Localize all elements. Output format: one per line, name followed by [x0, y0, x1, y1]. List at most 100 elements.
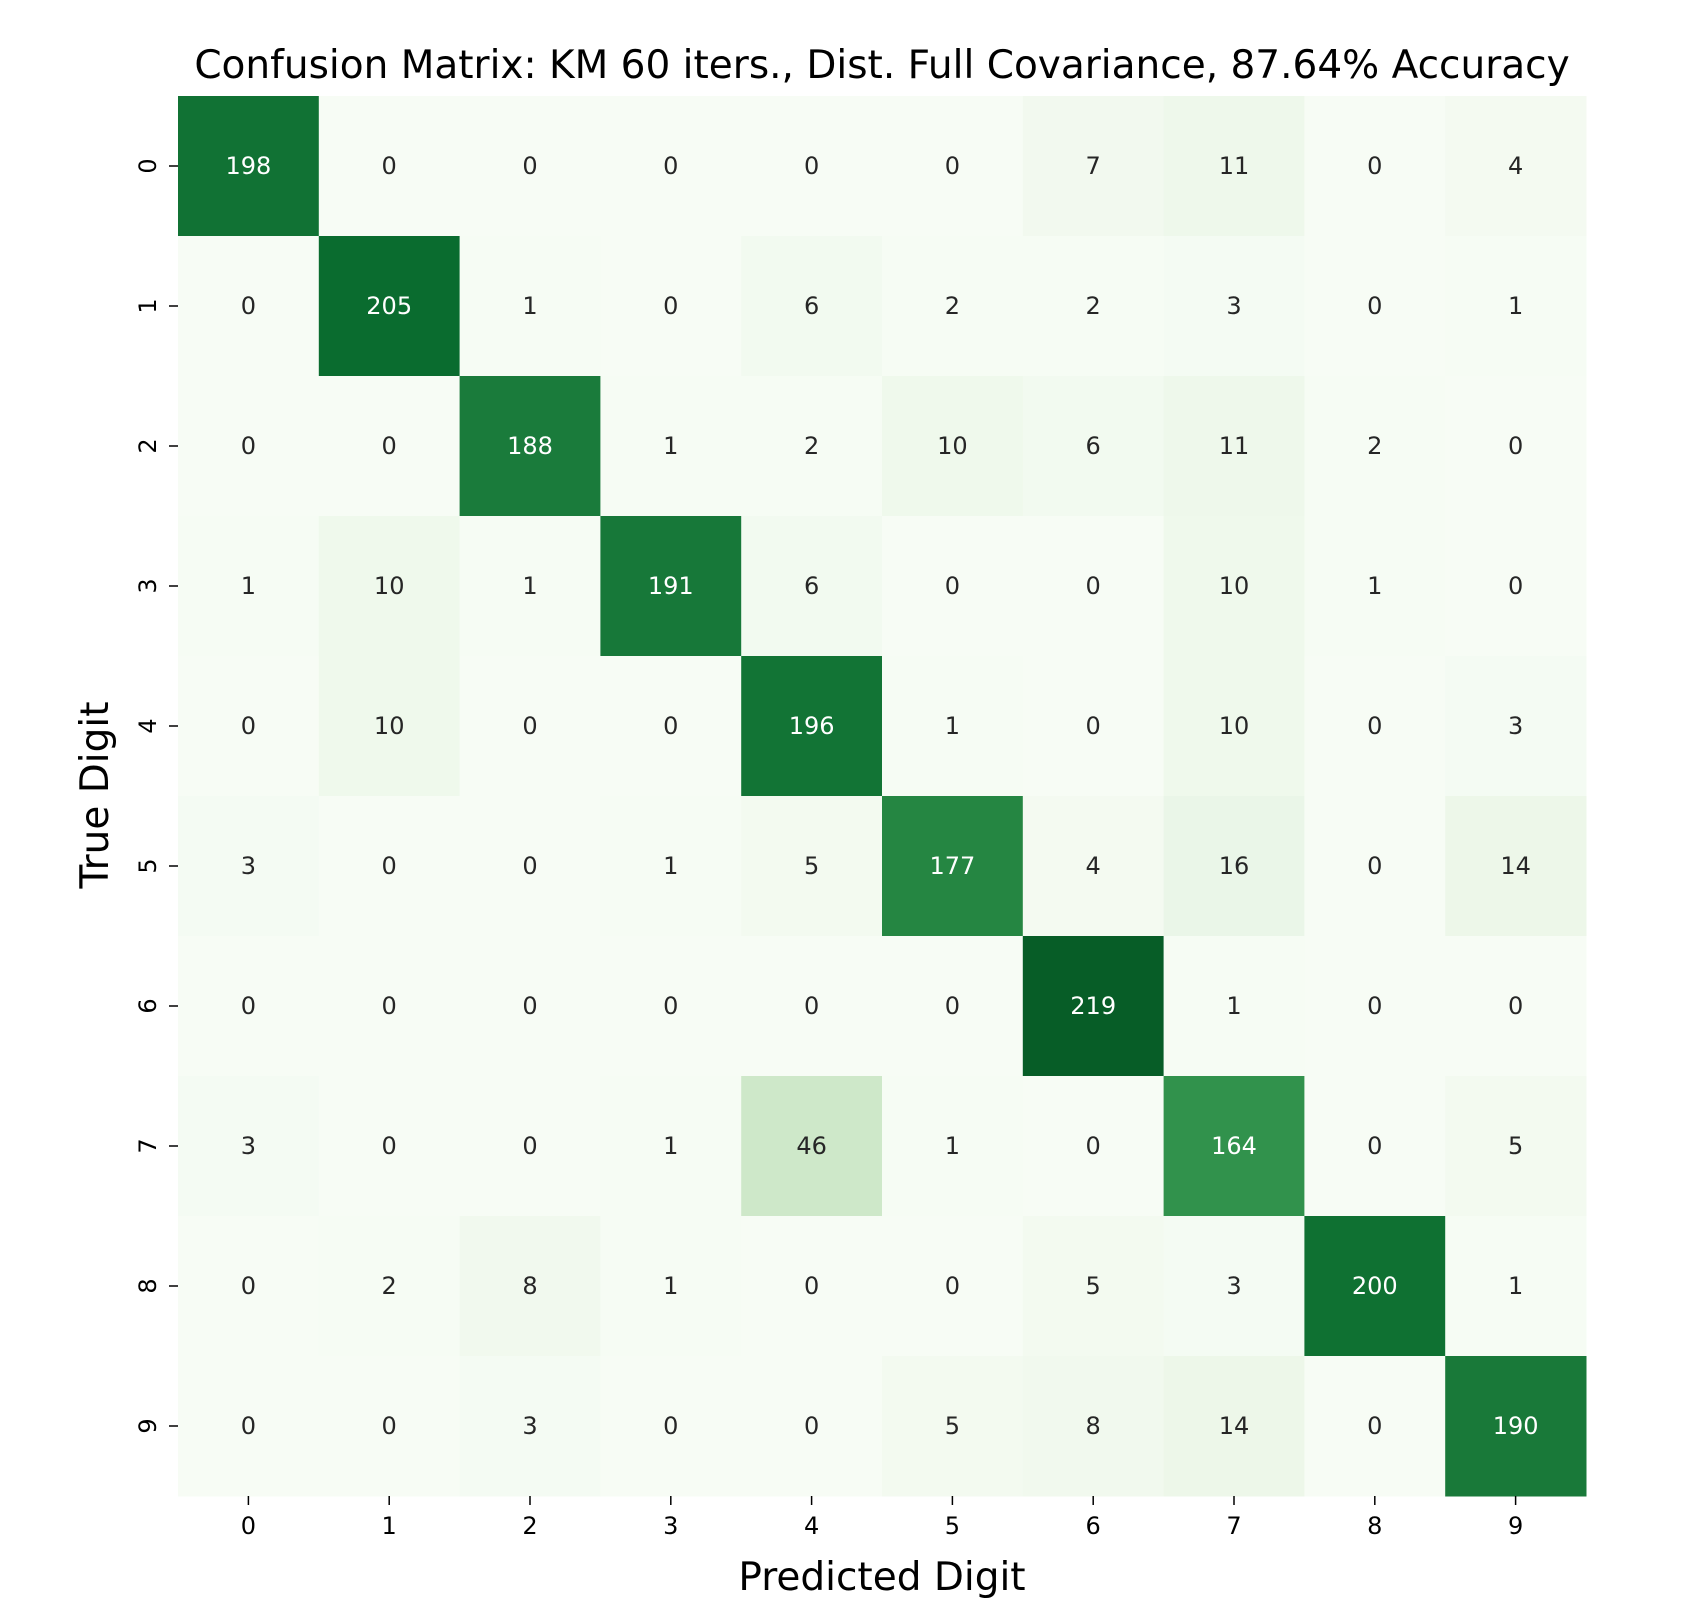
heatmap-cell-r0-c6 — [1022, 96, 1165, 237]
heatmap-cell-r0-c1 — [318, 96, 461, 237]
cell-value-r6-c1: 0 — [382, 992, 397, 1020]
heatmap-cell-r5-c7 — [1163, 796, 1305, 937]
cell-value-r3-c8: 1 — [1367, 572, 1382, 600]
heatmap-cell-r0-c8 — [1304, 96, 1446, 237]
heatmap-cell-r3-c3 — [600, 516, 742, 657]
cell-value-r9-c0: 0 — [241, 1412, 256, 1440]
cell-value-r0-c2: 0 — [522, 152, 537, 180]
cell-value-r1-c7: 3 — [1226, 292, 1241, 320]
cell-value-r1-c4: 6 — [804, 292, 819, 320]
y-tick-label-1: 1 — [134, 298, 162, 313]
cell-value-r0-c8: 0 — [1367, 152, 1382, 180]
heatmap-cell-r1-c5 — [882, 236, 1024, 377]
cell-value-r6-c7: 1 — [1226, 992, 1241, 1020]
heatmap-cell-r8-c3 — [600, 1216, 742, 1357]
heatmap-cell-r6-c9 — [1445, 936, 1587, 1077]
cell-value-r4-c4: 196 — [789, 712, 835, 740]
cell-value-r3-c5: 0 — [945, 572, 960, 600]
heatmap-cell-r7-c4 — [741, 1076, 883, 1217]
heatmap-cell-r8-c1 — [318, 1216, 461, 1357]
heatmap-cell-r6-c4 — [741, 936, 883, 1077]
x-tick-label-2: 2 — [522, 1512, 537, 1540]
heatmap-cell-r3-c7 — [1163, 516, 1305, 657]
heatmap-cell-r8-c0 — [178, 1216, 320, 1357]
y-tick-label-9: 9 — [134, 1418, 162, 1433]
cell-value-r7-c9: 5 — [1508, 1132, 1523, 1160]
cell-value-r2-c3: 1 — [663, 432, 678, 460]
cell-value-r3-c4: 6 — [804, 572, 819, 600]
heatmap-cell-r7-c7 — [1163, 1076, 1305, 1217]
heatmap-cell-r5-c6 — [1022, 796, 1165, 937]
cell-value-r9-c8: 0 — [1367, 1412, 1382, 1440]
cell-value-r2-c0: 0 — [241, 432, 256, 460]
heatmap-cell-r0-c7 — [1163, 96, 1305, 237]
cell-value-r5-c9: 14 — [1500, 852, 1531, 880]
cell-value-r2-c6: 6 — [1086, 432, 1101, 460]
cell-value-r5-c4: 5 — [804, 852, 819, 880]
cell-value-r1-c3: 0 — [663, 292, 678, 320]
y-axis-ticks: 0 1 2 3 4 5 6 7 8 9 — [134, 158, 178, 1434]
cell-value-r3-c7: 10 — [1219, 572, 1250, 600]
cell-value-r7-c4: 46 — [796, 1132, 827, 1160]
cell-value-r6-c5: 0 — [945, 992, 960, 1020]
heatmap-cell-r7-c0 — [178, 1076, 320, 1217]
heatmap-cell-r4-c6 — [1022, 656, 1165, 797]
heatmap-cell-r0-c2 — [459, 96, 601, 237]
cell-value-r9-c9: 190 — [1493, 1412, 1539, 1440]
heatmap-cell-r8-c7 — [1163, 1216, 1305, 1357]
cell-value-r2-c7: 11 — [1219, 432, 1250, 460]
heatmap-cell-r7-c2 — [459, 1076, 601, 1217]
heatmap-cell-r5-c8 — [1304, 796, 1446, 937]
cell-value-r8-c4: 0 — [804, 1272, 819, 1300]
heatmap-cell-r9-c0 — [178, 1356, 320, 1497]
cell-value-r8-c8: 200 — [1352, 1272, 1398, 1300]
x-axis-label: Predicted Digit — [738, 1555, 1025, 1600]
heatmap-cell-r4-c1 — [318, 656, 461, 797]
cell-value-r2-c1: 0 — [382, 432, 397, 460]
heatmap-cell-r8-c5 — [882, 1216, 1024, 1357]
heatmap-cell-r2-c7 — [1163, 376, 1305, 517]
cell-value-r8-c9: 1 — [1508, 1272, 1523, 1300]
heatmap-cell-r0-c9 — [1445, 96, 1587, 237]
cell-value-r8-c1: 2 — [382, 1272, 397, 1300]
heatmap-cell-r1-c0 — [178, 236, 320, 377]
cell-value-r9-c2: 3 — [522, 1412, 537, 1440]
cell-value-r4-c3: 0 — [663, 712, 678, 740]
cell-value-r7-c5: 1 — [945, 1132, 960, 1160]
heatmap-cell-r9-c2 — [459, 1356, 601, 1497]
heatmap-cell-r6-c6 — [1022, 936, 1165, 1077]
heatmap-cell-r7-c1 — [318, 1076, 461, 1217]
heatmap-cell-r3-c0 — [178, 516, 320, 657]
cell-value-r2-c9: 0 — [1508, 432, 1523, 460]
heatmap-cell-r6-c0 — [178, 936, 320, 1077]
heatmap-cell-r1-c6 — [1022, 236, 1165, 377]
heatmap-cell-r9-c9 — [1445, 1356, 1587, 1497]
cell-value-r7-c3: 1 — [663, 1132, 678, 1160]
heatmap-cell-r2-c5 — [882, 376, 1024, 517]
cell-value-r4-c7: 10 — [1219, 712, 1250, 740]
heatmap-cell-r2-c0 — [178, 376, 320, 517]
cell-value-r3-c3: 191 — [648, 572, 694, 600]
cell-value-r8-c2: 8 — [522, 1272, 537, 1300]
cell-value-r2-c4: 2 — [804, 432, 819, 460]
x-tick-label-4: 4 — [804, 1512, 819, 1540]
y-tick-label-4: 4 — [134, 718, 162, 733]
cell-value-r8-c3: 1 — [663, 1272, 678, 1300]
cell-value-r5-c5: 177 — [929, 852, 975, 880]
cell-value-r1-c2: 1 — [522, 292, 537, 320]
heatmap-cell-r9-c8 — [1304, 1356, 1446, 1497]
heatmap-cell-r0-c4 — [741, 96, 883, 237]
cell-value-r5-c2: 0 — [522, 852, 537, 880]
heatmap-cell-r2-c4 — [741, 376, 883, 517]
heatmap-cell-r4-c3 — [600, 656, 742, 797]
cell-value-r1-c6: 2 — [1086, 292, 1101, 320]
cell-value-r0-c6: 7 — [1086, 152, 1101, 180]
cell-value-r1-c8: 0 — [1367, 292, 1382, 320]
heatmap-cell-r5-c9 — [1445, 796, 1587, 937]
cell-value-r6-c2: 0 — [522, 992, 537, 1020]
cell-value-r5-c8: 0 — [1367, 852, 1382, 880]
cell-value-r7-c8: 0 — [1367, 1132, 1382, 1160]
heatmap-cell-r1-c2 — [459, 236, 601, 377]
heatmap-cell-r4-c0 — [178, 656, 320, 797]
